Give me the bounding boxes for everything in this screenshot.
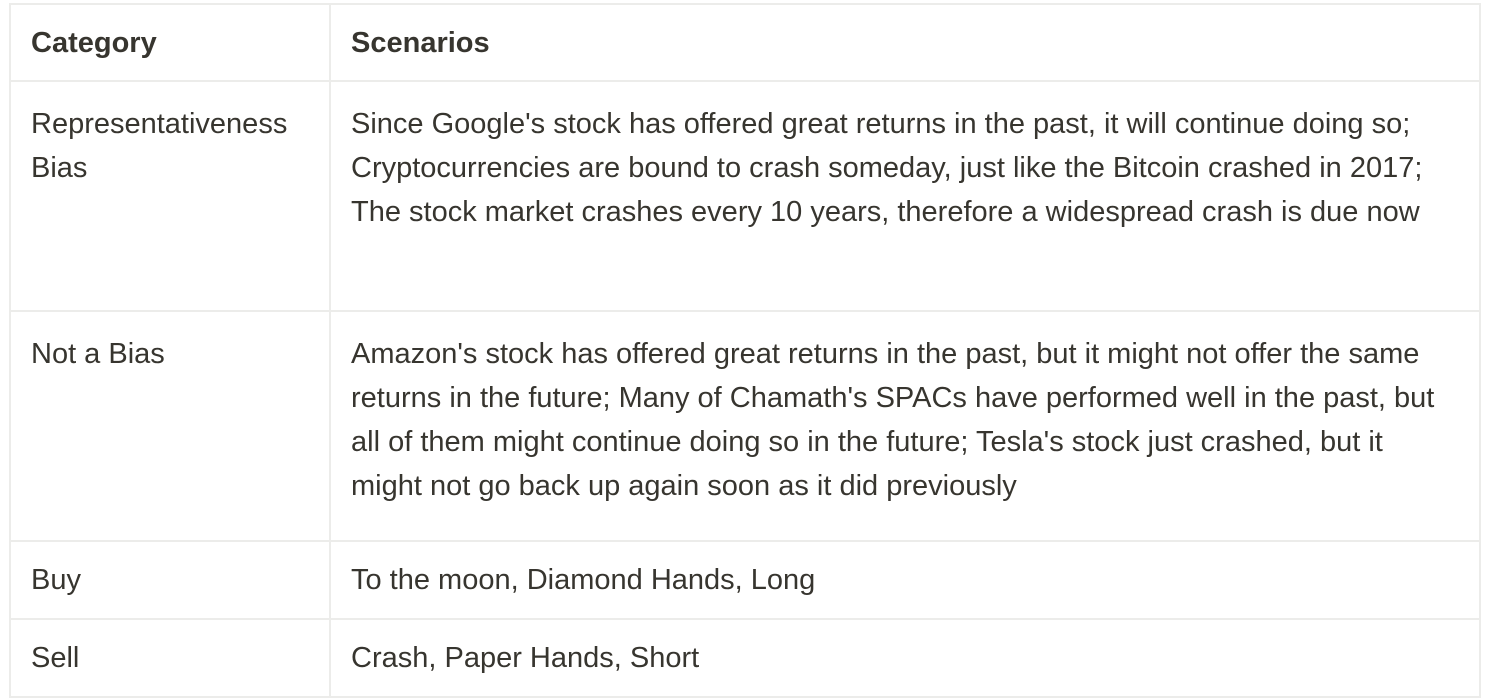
column-header-scenarios: Scenarios bbox=[329, 3, 1481, 82]
scenarios-cell: Since Google's stock has offered great r… bbox=[329, 80, 1481, 312]
category-cell: Buy bbox=[9, 540, 331, 620]
category-cell: Not a Bias bbox=[9, 310, 331, 542]
column-header-category: Category bbox=[9, 3, 331, 82]
category-scenarios-table: Category Scenarios Representativeness Bi… bbox=[9, 3, 1481, 698]
table-row: Not a Bias Amazon's stock has offered gr… bbox=[9, 310, 1481, 542]
table-header-row: Category Scenarios bbox=[9, 3, 1481, 82]
category-cell: Representativeness Bias bbox=[9, 80, 331, 312]
category-cell: Sell bbox=[9, 618, 331, 698]
table-row: Buy To the moon, Diamond Hands, Long bbox=[9, 540, 1481, 620]
scenarios-cell: To the moon, Diamond Hands, Long bbox=[329, 540, 1481, 620]
scenarios-cell: Crash, Paper Hands, Short bbox=[329, 618, 1481, 698]
scenarios-cell: Amazon's stock has offered great returns… bbox=[329, 310, 1481, 542]
table-row: Representativeness Bias Since Google's s… bbox=[9, 80, 1481, 312]
category-scenarios-table-container: Category Scenarios Representativeness Bi… bbox=[9, 3, 1481, 698]
table-row: Sell Crash, Paper Hands, Short bbox=[9, 618, 1481, 698]
